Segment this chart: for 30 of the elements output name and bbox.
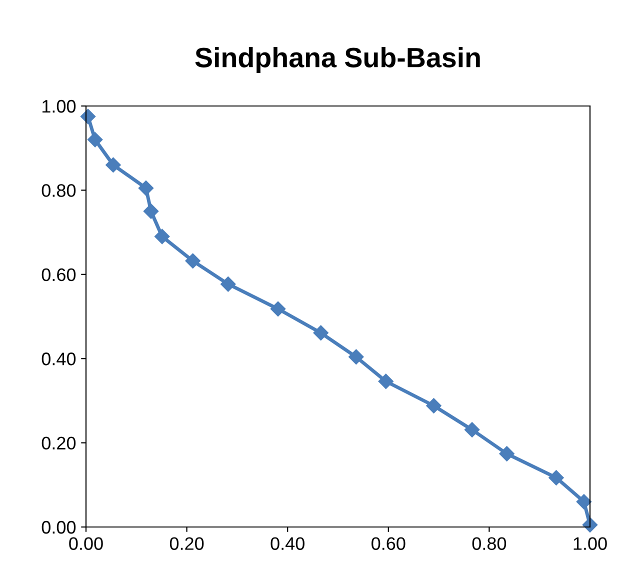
point xyxy=(548,470,564,486)
point xyxy=(185,253,200,268)
y-tick-label: 0.60 xyxy=(42,268,76,282)
point xyxy=(576,494,592,510)
y-tick-label: 0.80 xyxy=(42,184,76,197)
chart-title: Sindphana Sub-Basin xyxy=(195,47,480,73)
point xyxy=(106,157,121,173)
point xyxy=(220,276,236,292)
y-tick-label: 0.00 xyxy=(42,520,76,534)
point xyxy=(426,398,442,414)
y-tick-label: 1.00 xyxy=(42,100,76,113)
point xyxy=(499,446,514,462)
x-tick-label: 0.40 xyxy=(270,537,304,550)
x-tick-label: 1.00 xyxy=(574,537,607,550)
point xyxy=(464,422,480,438)
point xyxy=(313,325,328,340)
point xyxy=(88,132,103,148)
y-tick-label: 0.40 xyxy=(42,352,76,366)
point xyxy=(143,204,159,219)
point xyxy=(154,228,170,244)
x-tick-label: 0.00 xyxy=(69,537,103,550)
point xyxy=(378,374,394,389)
y-tick-label: 0.20 xyxy=(42,436,76,450)
point xyxy=(348,349,364,364)
point xyxy=(270,301,286,316)
point xyxy=(582,517,598,532)
x-tick-label: 0.60 xyxy=(372,537,406,550)
point xyxy=(138,180,154,196)
x-tick-label: 0.80 xyxy=(472,537,506,550)
x-tick-label: 0.20 xyxy=(170,537,204,550)
